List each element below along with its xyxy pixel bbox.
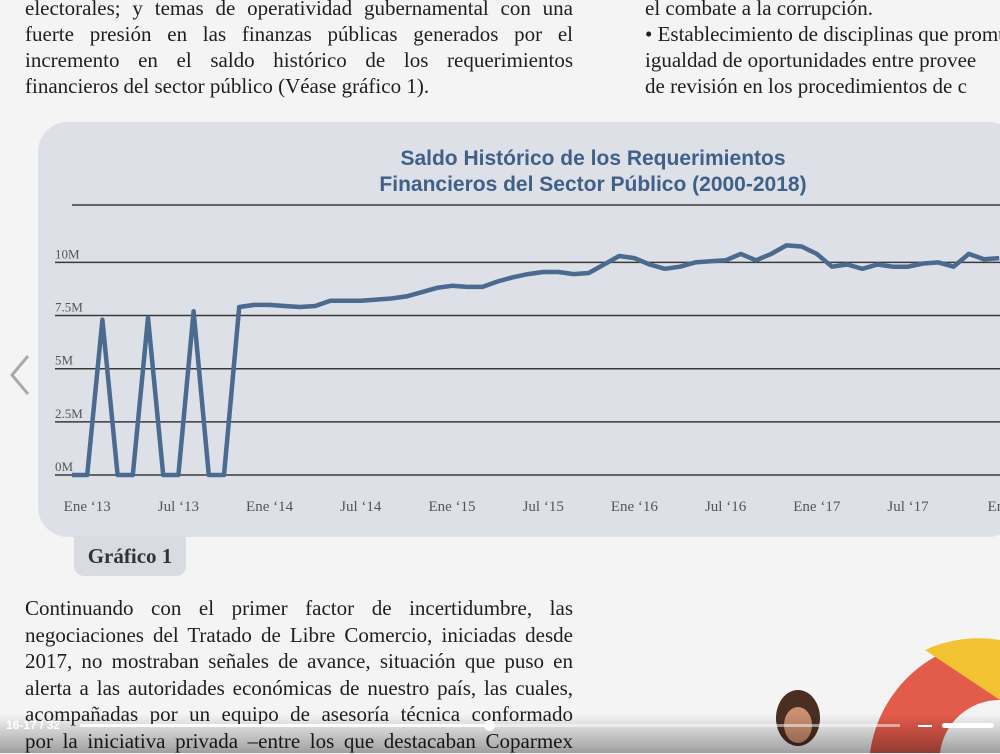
progress-knob[interactable] [484, 720, 495, 731]
zoom-out[interactable] [918, 725, 932, 727]
text-line: 2017, no mostraban señales de avance, si… [25, 649, 573, 673]
page-indicator: 16-17 / 32 [6, 718, 61, 732]
progress-fill [80, 724, 490, 727]
y-tick-label: 0M [55, 459, 74, 474]
x-tick-label: Ene ‘14 [246, 499, 294, 515]
x-tick-label: Jul ‘15 [523, 499, 564, 515]
text-line: electorales; y temas de operatividad gub… [25, 0, 573, 20]
text-line: igualdad de oportunidades entre provee [645, 48, 977, 72]
text-line: alerta a las autoridades económicas de n… [25, 675, 573, 700]
x-tick-label: Ene [988, 499, 1000, 515]
y-tick-label: 7.5M [55, 300, 83, 315]
y-tick-label: 2.5M [55, 406, 83, 421]
chart-card [38, 122, 1000, 537]
x-tick-label: Ene ‘16 [611, 499, 659, 515]
y-tick-label: 5M [55, 353, 74, 368]
y-tick-label: 10M [55, 246, 80, 261]
prev-arrow[interactable] [10, 355, 30, 395]
text-line: Continuando con el primer factor de ince… [25, 596, 573, 620]
text-line: negociaciones del Tratado de Libre Comer… [25, 622, 573, 647]
text-line: financieros del sector público (Véase gr… [25, 74, 430, 98]
x-tick-label: Jul ‘16 [705, 499, 747, 515]
text-line: fuerte presión en las finanzas públicas … [25, 22, 573, 46]
text-line: acompañadas por un equipo de asesoría té… [25, 701, 573, 727]
chart-title: Saldo Histórico de los Requerimientos [400, 147, 785, 170]
text-line: • Establecimiento de disciplinas que pro… [645, 22, 1000, 46]
x-tick-label: Jul ‘17 [887, 499, 929, 515]
x-tick-label: Jul ‘14 [340, 499, 382, 515]
x-tick-label: Ene ‘15 [428, 499, 475, 515]
text-line: por la iniciativa privada –entre los que… [25, 728, 573, 754]
zoom-slider[interactable] [942, 723, 994, 728]
figure-caption: Gráfico 1 [74, 536, 186, 576]
x-tick-label: Jul ‘13 [158, 499, 199, 515]
viewer-bar [0, 714, 1000, 753]
data-line [72, 243, 1000, 478]
text-line: incremento en el saldo histórico de los … [25, 48, 573, 72]
text-line: de revisión en los procedimientos de c [645, 74, 967, 98]
text-line: el combate a la corrupción. [645, 0, 873, 20]
chart-title: Financieros del Sector Público (2000-201… [379, 173, 806, 196]
x-tick-label: Ene ‘13 [64, 499, 111, 515]
x-tick-label: Ene ‘17 [793, 499, 841, 515]
